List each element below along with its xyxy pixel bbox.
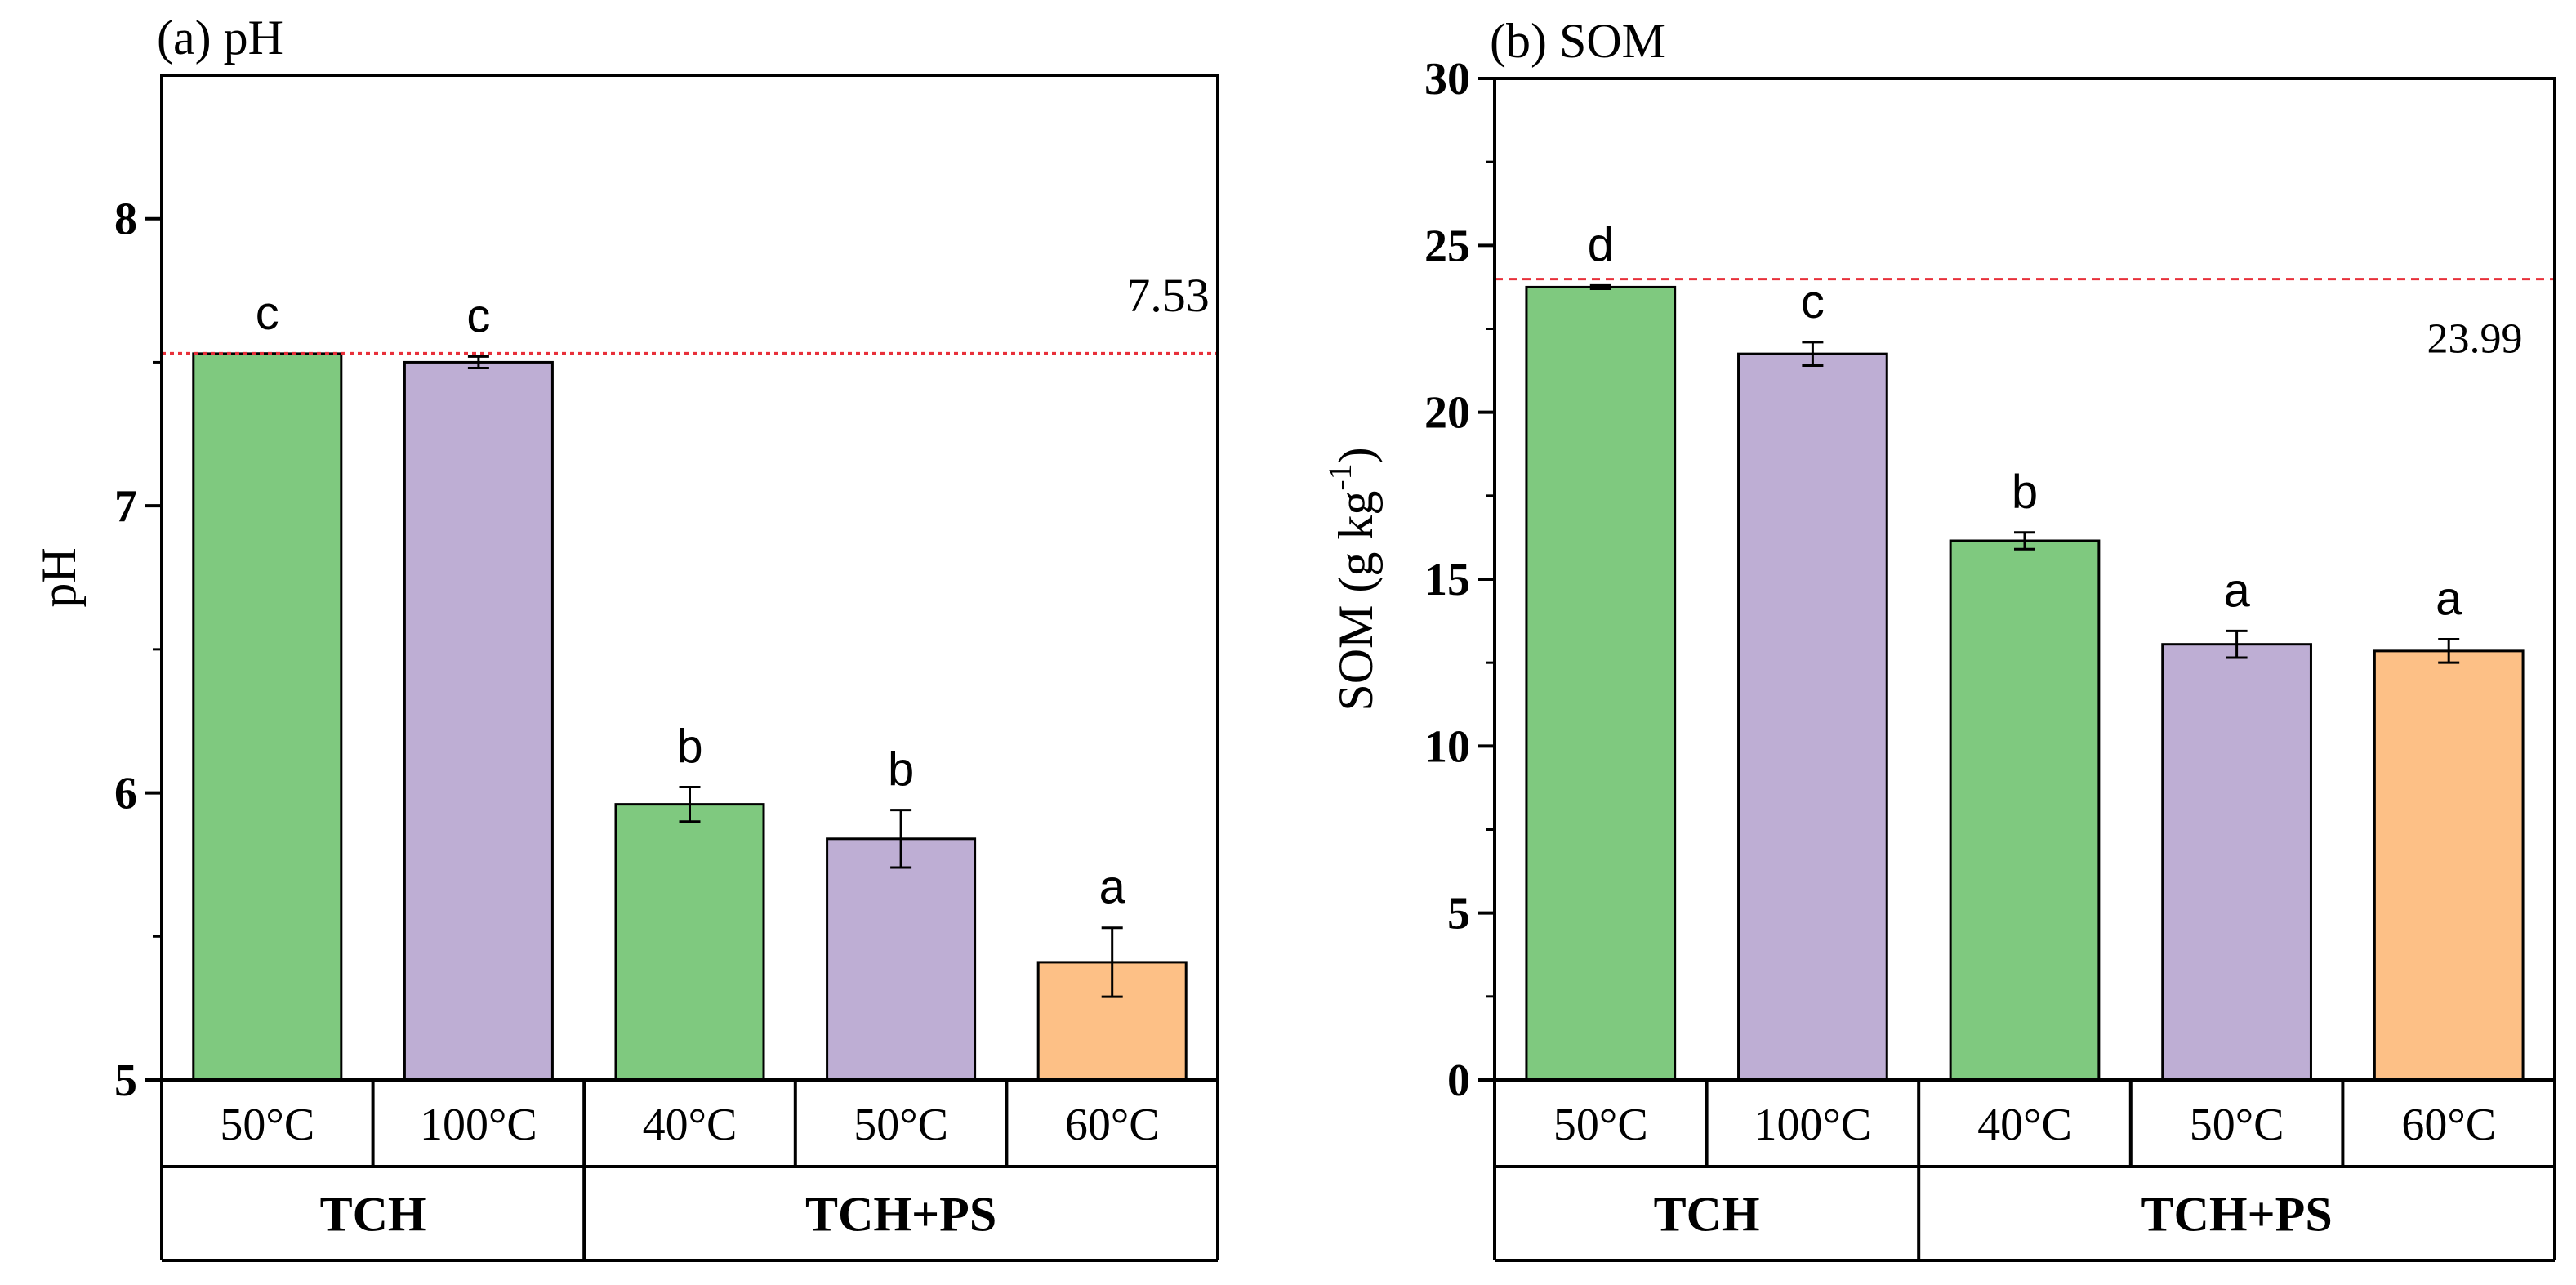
y-tick-label: 5 <box>1447 889 1470 939</box>
bar-4 <box>826 837 977 1082</box>
y-axis-label: SOM (g kg-1) <box>1321 447 1383 711</box>
panel-title: (b) SOM <box>1490 14 1665 68</box>
category-label-5: 60°C <box>1065 1100 1160 1150</box>
bar-1 <box>1525 285 1677 1082</box>
error-bar-5 <box>1101 926 1123 998</box>
group-label-1: TCH <box>320 1188 426 1242</box>
error-bar-3 <box>679 786 701 823</box>
y-tick-label: 0 <box>1447 1055 1470 1106</box>
category-table: 50°C 100°C 40°C 50°C 60°C TCH TCH+PS <box>1493 1080 2556 1262</box>
y-tick-label: 15 <box>1424 555 1470 605</box>
error-bar-2 <box>1802 341 1824 367</box>
y-tick-label: 30 <box>1424 54 1470 105</box>
significance-letter-2: c <box>1801 275 1825 328</box>
significance-letter-2: c <box>466 289 490 342</box>
y-tick-label: 5 <box>114 1055 137 1106</box>
y-tick-label: 8 <box>114 194 137 245</box>
category-label-1: 50°C <box>1553 1100 1648 1150</box>
category-label-2: 100°C <box>420 1100 537 1150</box>
y-tick-label: 6 <box>114 769 137 819</box>
significance-letter-5: a <box>2436 573 2462 626</box>
y-tick-label: 7 <box>114 481 137 532</box>
significance-letter-5: a <box>1099 861 1126 914</box>
category-label-2: 100°C <box>1754 1100 1872 1150</box>
bar-1 <box>192 352 343 1082</box>
panel-b-som-chart: d c b a a 23.99 0 5 10 15 20 25 30 50°C 100°C 40°C 50°C 6… <box>1321 14 2556 1262</box>
category-table: 50°C 100°C 40°C 50°C 60°C TCH TCH+PS <box>160 1080 1219 1262</box>
group-label-2: TCH+PS <box>2141 1188 2332 1242</box>
bar-2 <box>1737 352 1888 1082</box>
significance-letter-4: a <box>2223 564 2250 617</box>
category-label-5: 60°C <box>2401 1100 2496 1150</box>
bar-3 <box>614 803 765 1082</box>
category-label-1: 50°C <box>220 1100 314 1150</box>
y-axis-label-end: ) <box>1329 447 1383 463</box>
significance-letter-3: b <box>2012 466 2038 519</box>
y-tick-label: 10 <box>1424 721 1470 772</box>
bar-5 <box>2373 649 2525 1082</box>
significance-letter-1: c <box>256 287 279 340</box>
significance-letter-3: b <box>676 721 702 774</box>
bar-4 <box>2161 643 2312 1082</box>
reference-line-label: 7.53 <box>1126 269 1210 322</box>
group-label-2: TCH+PS <box>805 1188 996 1242</box>
error-bar-3 <box>2014 531 2035 551</box>
error-bar-5 <box>2438 638 2460 664</box>
error-bar-4 <box>890 809 912 869</box>
significance-letter-4: b <box>888 743 914 796</box>
y-axis-label-main: SOM (g kg <box>1329 491 1383 712</box>
reference-line-label: 23.99 <box>2427 316 2523 363</box>
panel-title: (a) pH <box>157 11 283 65</box>
y-axis-label: pH <box>32 547 86 607</box>
error-bar-2 <box>467 355 489 369</box>
bar-2 <box>403 360 554 1082</box>
category-label-3: 40°C <box>643 1100 738 1150</box>
bar-3 <box>1949 539 2101 1082</box>
significance-letter-1: d <box>1588 218 1614 271</box>
y-axis-label-superscript: -1 <box>1321 463 1358 490</box>
category-label-3: 40°C <box>1977 1100 2072 1150</box>
error-bar-4 <box>2226 629 2248 659</box>
panel-a-ph-chart: c c b b a 7.53 5 6 7 8 50°C 100°C 40°C 50°C 60°C TCH TCH… <box>32 11 1219 1262</box>
plot-frame <box>160 74 1219 1082</box>
y-tick-label: 20 <box>1424 388 1470 439</box>
y-tick-label: 25 <box>1424 221 1470 271</box>
group-label-1: TCH <box>1654 1188 1760 1242</box>
category-label-4: 50°C <box>2190 1100 2284 1150</box>
error-bar-1 <box>1589 283 1611 290</box>
category-label-4: 50°C <box>853 1100 948 1150</box>
